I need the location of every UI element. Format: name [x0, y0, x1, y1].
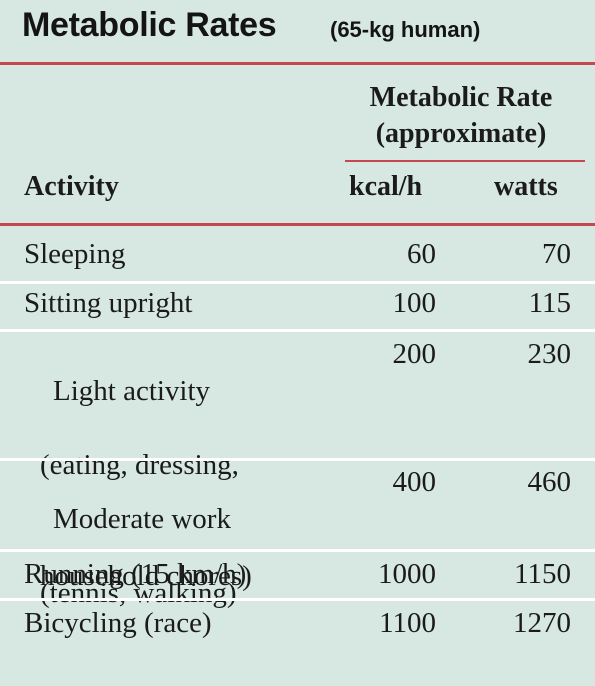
row-separator	[0, 458, 595, 461]
header-divider	[0, 223, 595, 226]
table-header: Metabolic Rate (approximate) Activity kc…	[0, 65, 595, 223]
watts-cell: 230	[527, 338, 572, 370]
row-separator	[0, 598, 595, 601]
row-separator	[0, 329, 595, 332]
activity-name: Moderate work	[53, 503, 231, 535]
row-separator	[0, 549, 595, 552]
activity-name: Sitting upright	[24, 287, 193, 319]
group-header-line-2: (approximate)	[375, 118, 547, 149]
watts-cell: 115	[528, 287, 571, 319]
kcal-cell: 1100	[379, 607, 436, 639]
column-header-activity: Activity	[24, 171, 119, 202]
watts-cell: 1150	[514, 558, 571, 590]
title-divider	[0, 62, 595, 65]
kcal-cell: 60	[407, 238, 436, 270]
kcal-cell: 400	[392, 466, 437, 498]
activity-cell: Sitting upright	[24, 285, 192, 322]
row-separator	[0, 281, 595, 284]
metabolic-rate-group-header: Metabolic Rate (approximate)	[343, 80, 579, 152]
column-header-watts: watts	[494, 171, 558, 202]
activity-detail: (tennis, walking)	[40, 577, 237, 609]
watts-cell: 1270	[513, 607, 571, 639]
kcal-cell: 100	[392, 287, 437, 319]
activity-cell: Running (15 km/h)	[24, 556, 246, 593]
kcal-cell: 1000	[378, 558, 436, 590]
group-header-divider	[345, 160, 585, 162]
table-title-bar: Metabolic Rates (65-kg human)	[0, 0, 595, 62]
activity-detail: household chores)	[40, 560, 252, 592]
activity-detail: (eating, dressing,	[40, 449, 239, 481]
group-header-line-1: Metabolic Rate	[369, 82, 553, 113]
activity-name: Sleeping	[24, 238, 126, 270]
kcal-cell: 200	[392, 338, 437, 370]
activity-cell: Light activity (eating, dressing, househ…	[24, 336, 252, 669]
activity-name: Bicycling (race)	[24, 607, 212, 639]
activity-name: Light activity	[53, 375, 211, 407]
activity-cell: Moderate work (tennis, walking)	[24, 464, 237, 686]
activity-name: Running (15 km/h)	[24, 558, 247, 590]
table-subtitle: (65-kg human)	[330, 17, 481, 42]
table-title: Metabolic Rates	[22, 6, 277, 44]
watts-cell: 460	[527, 466, 572, 498]
column-header-kcal: kcal/h	[349, 171, 423, 202]
activity-cell: Bicycling (race)	[24, 605, 212, 642]
watts-cell: 70	[542, 238, 571, 270]
activity-cell: Sleeping	[24, 236, 126, 273]
